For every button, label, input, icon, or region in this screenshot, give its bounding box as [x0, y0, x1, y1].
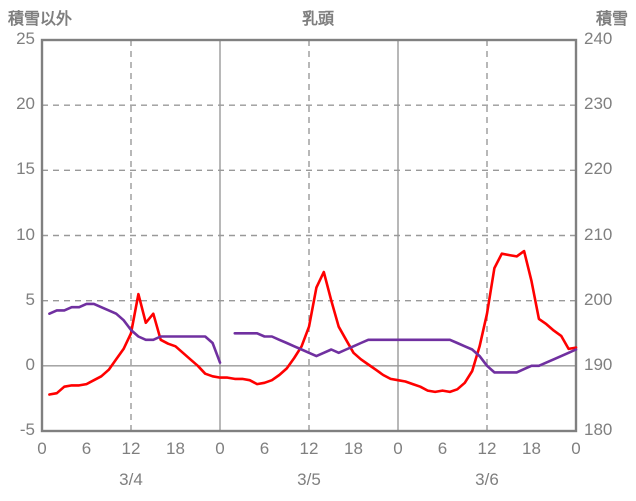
- hour-tick: 0: [393, 439, 403, 458]
- hour-tick: 6: [81, 439, 92, 458]
- right-axis-tick: 200: [584, 289, 613, 309]
- hour-tick: 18: [344, 439, 363, 458]
- day-label: 3/5: [297, 470, 321, 489]
- right-axis-tick: 230: [584, 94, 613, 114]
- plot-border: [40, 38, 578, 433]
- series-line-1: [233, 331, 578, 374]
- left-axis-tick: 25: [16, 29, 35, 48]
- left-axis-tick: 10: [16, 224, 35, 244]
- right-axis-title: 積雪: [595, 11, 628, 28]
- right-axis-tick: 190: [584, 354, 613, 374]
- left-axis-tick: 0: [25, 354, 35, 374]
- hour-tick: 6: [259, 439, 270, 458]
- hour-tick: 0: [571, 439, 581, 458]
- right-axis-tick: 240: [584, 29, 613, 48]
- hour-tick: 12: [299, 439, 319, 458]
- left-axis-tick: 5: [25, 289, 35, 309]
- hour-tick: 0: [37, 439, 47, 458]
- left-axis-title: 積雪以外: [8, 11, 73, 28]
- hour-tick: 12: [477, 439, 497, 458]
- right-axis-tick: 180: [584, 420, 613, 439]
- left-axis-tick: 15: [16, 159, 35, 179]
- hour-tick: 12: [121, 439, 141, 458]
- left-axis-tick: 20: [16, 94, 35, 114]
- right-axis-tick: 220: [584, 159, 613, 179]
- left-axis-tick: -5: [19, 420, 35, 439]
- hour-tick: 18: [166, 439, 185, 458]
- hour-tick: 0: [215, 439, 225, 458]
- hour-tick: 6: [437, 439, 448, 458]
- series-line-1: [48, 302, 222, 364]
- series-line-0: [48, 249, 578, 396]
- right-axis-tick: 210: [584, 224, 613, 244]
- day-label: 3/4: [119, 470, 143, 489]
- hour-tick: 18: [522, 439, 541, 458]
- day-label: 3/6: [475, 470, 499, 489]
- chart-title: 乳頭: [301, 11, 334, 28]
